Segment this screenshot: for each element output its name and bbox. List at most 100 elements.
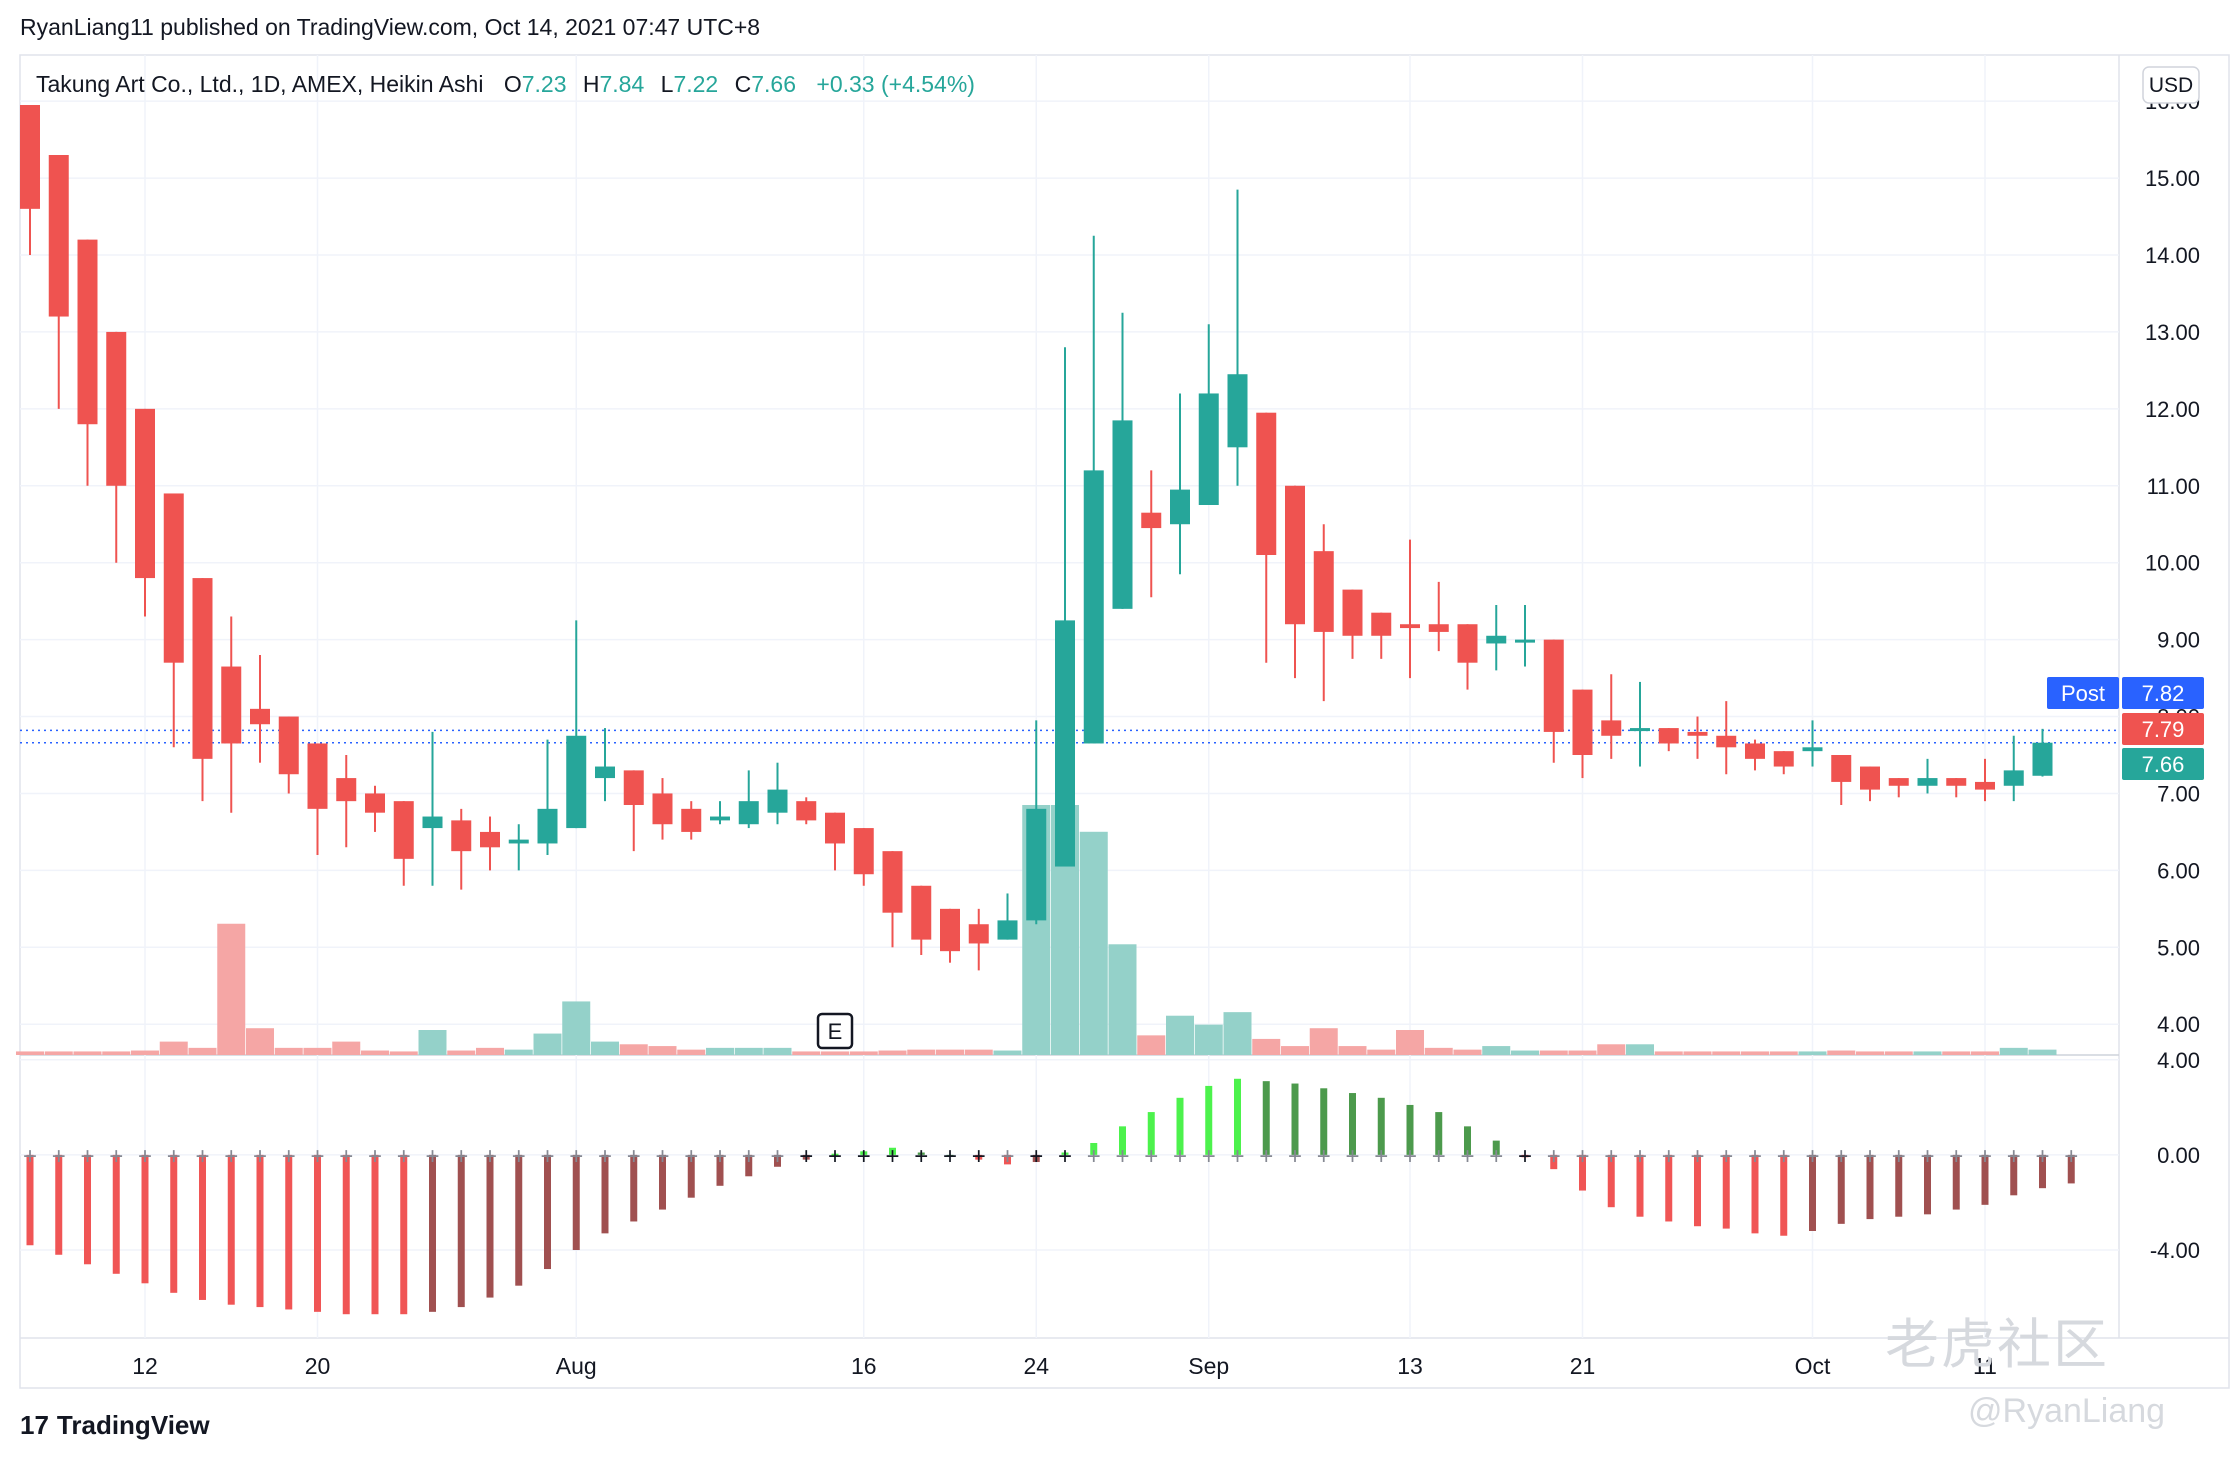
oscillator-bar (946, 1154, 954, 1157)
candle-body (796, 801, 817, 821)
osc-tick-label: 4.00 (2157, 1048, 2200, 1073)
time-tick-label: Aug (556, 1353, 597, 1379)
watermark-community: 老虎社区 (1885, 1315, 2109, 1375)
candle-series[interactable] (20, 105, 2053, 971)
oscillator-bar (1665, 1154, 1673, 1222)
oscillator-zero-cross: + (569, 1143, 583, 1170)
oscillator-bar (1004, 1154, 1011, 1165)
price-axis[interactable]: 4.005.006.007.008.009.0010.0011.0012.001… (2145, 89, 2200, 1263)
oscillator-bar (601, 1154, 609, 1234)
volume-bar (1079, 831, 1108, 1055)
volume-bar (706, 1047, 734, 1055)
oscillator-bar (860, 1151, 868, 1155)
time-tick-label: 11 (1973, 1353, 1997, 1379)
oscillator-bar (831, 1153, 839, 1156)
oscillator-bar (1636, 1154, 1644, 1217)
volume-bar (849, 1051, 878, 1055)
price-label-badge (2122, 748, 2204, 780)
legend-low-value: 7.22 (673, 71, 718, 97)
osc-tick-label: 0.00 (2157, 1143, 2200, 1168)
oscillator-bar (1837, 1154, 1845, 1224)
volume-bar (1252, 1038, 1281, 1055)
oscillator-bar (659, 1154, 666, 1210)
candle-body (480, 831, 500, 848)
volume-bar (1396, 1030, 1424, 1055)
time-tick-label: 21 (1570, 1353, 1596, 1379)
candle-body (825, 812, 845, 844)
price-label-badge (2122, 713, 2204, 745)
oscillator-bar (486, 1154, 494, 1298)
tradingview-logo-icon: 17 (20, 1410, 49, 1440)
volume-bar (1137, 1035, 1166, 1055)
oscillator-zero-cross: + (1000, 1143, 1014, 1170)
volume-bar (1424, 1047, 1453, 1055)
oscillator-zero-cross: + (713, 1143, 727, 1170)
volume-bar (1194, 1024, 1223, 1055)
volume-bar (878, 1050, 907, 1055)
price-label-value: 7.66 (2142, 752, 2185, 777)
legend-high-label: H (583, 71, 600, 97)
oscillator-zero-cross: + (52, 1143, 66, 1170)
volume-bar (1626, 1044, 1654, 1055)
candle-body (767, 789, 788, 813)
volume-bar (274, 1047, 303, 1055)
candle-body (1515, 639, 1535, 643)
volume-bar (1539, 1050, 1568, 1055)
oscillator-zero-cross: + (2007, 1143, 2021, 1170)
oscillator-zero-cross: + (1633, 1143, 1647, 1170)
volume-bar (562, 1001, 591, 1055)
candle-body (20, 105, 40, 209)
oscillator-zero-cross: + (540, 1143, 554, 1170)
volume-bar (964, 1049, 993, 1055)
candle-body (508, 839, 529, 844)
volume-bar (1999, 1047, 2028, 1055)
candle-body (1083, 470, 1104, 744)
candle-body (106, 331, 127, 486)
candle-body (2032, 742, 2053, 776)
price-tick-label: 7.00 (2157, 781, 2200, 806)
candle-body (882, 851, 903, 913)
earnings-marker[interactable]: E (816, 1012, 854, 1050)
oscillator-zero-cross: + (109, 1143, 123, 1170)
oscillator-zero-cross: + (425, 1143, 439, 1170)
candle-body (1313, 551, 1334, 632)
candle-body (422, 816, 443, 829)
oscillator-zero-cross: + (1173, 1143, 1187, 1170)
oscillator-zero-cross: + (1029, 1143, 1043, 1170)
oscillator-bar (26, 1154, 34, 1246)
price-tick-label: 14.00 (2145, 243, 2200, 268)
time-axis[interactable]: 12 20 Aug 16 24 Sep 13 21 Oct 11 (132, 1353, 1997, 1379)
oscillator-zero-cross: + (195, 1143, 209, 1170)
volume-bar (1338, 1046, 1367, 1055)
price-tick-label: 9.00 (2157, 628, 2200, 653)
candle-body (1946, 778, 1967, 786)
candle-body (1055, 620, 1075, 867)
oscillator-zero-cross: + (1719, 1143, 1733, 1170)
oscillator-bar (1291, 1083, 1299, 1155)
volume-bar (1367, 1049, 1396, 1055)
oscillator-bar (170, 1154, 178, 1293)
price-label-badge (2122, 677, 2204, 709)
currency-label: USD (2149, 74, 2193, 97)
candle-body (192, 578, 213, 759)
oscillator-bar (1521, 1154, 1529, 1158)
volume-bar (73, 1051, 102, 1055)
oscillator-zero-cross: + (1575, 1143, 1589, 1170)
oscillator-zero-cross: + (1345, 1143, 1359, 1170)
legend-change: +0.33 (+4.54%) (816, 71, 975, 97)
price-label-value: 7.79 (2142, 717, 2185, 742)
price-tick-label: 5.00 (2157, 935, 2200, 960)
oscillator-zero-cross: + (1949, 1143, 1963, 1170)
candle-body (221, 666, 242, 744)
volume-bar (1683, 1051, 1712, 1055)
candle-body (1658, 728, 1679, 744)
tradingview-logo[interactable]: 17 TradingView (20, 1410, 210, 1441)
currency-button[interactable] (2142, 66, 2200, 104)
candle-body (1285, 485, 1305, 625)
oscillator-bar (84, 1154, 91, 1265)
oscillator-bar (572, 1154, 580, 1251)
price-tick-label: 11.00 (2147, 474, 2200, 499)
oscillator-bar (1061, 1152, 1069, 1155)
oscillator-bar (975, 1154, 983, 1160)
